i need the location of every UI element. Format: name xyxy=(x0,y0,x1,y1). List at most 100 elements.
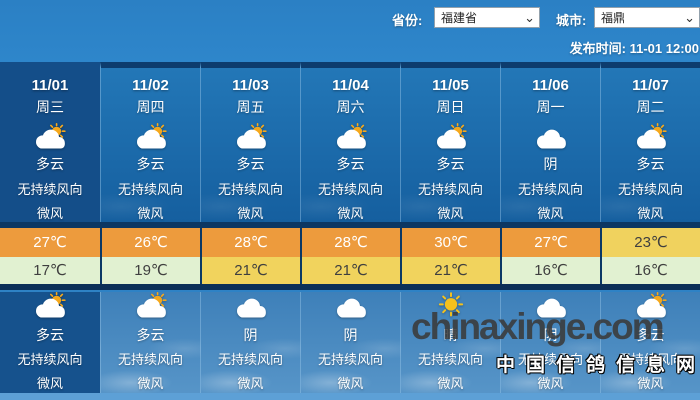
night-condition: 多云 xyxy=(636,327,665,343)
low-temperature: 17℃ xyxy=(0,257,100,284)
night-condition: 阴 xyxy=(543,327,558,343)
date-label: 11/03 xyxy=(232,77,269,94)
day-weather-icon xyxy=(229,123,273,151)
day-wind-power: 微风 xyxy=(437,206,464,221)
night-condition: 多云 xyxy=(136,327,165,343)
day-wind-direction: 无持续风向 xyxy=(517,182,583,197)
province-select[interactable]: 福建省 ⌄ xyxy=(434,7,540,28)
date-label: 11/01 xyxy=(31,77,69,94)
high-temperature: 23℃ xyxy=(600,228,700,257)
divider xyxy=(400,222,500,228)
high-temperature: 27℃ xyxy=(500,228,600,257)
forecast-column-11/04: 11/04 周六 xyxy=(300,62,400,395)
forecast-column-11/02: 11/02 周四 xyxy=(100,62,200,395)
night-section: 多云 无持续风向 微风 xyxy=(600,292,700,395)
low-temperature: 19℃ xyxy=(100,257,200,284)
night-wind-direction: 无持续风向 xyxy=(17,352,83,367)
night-condition: 多云 xyxy=(36,327,64,343)
day-wind-direction: 无持续风向 xyxy=(17,182,83,197)
header-bar: 省份: 福建省 ⌄ 城市: 福鼎 ⌄ 发布时间: 11-01 12:00 xyxy=(0,0,700,62)
weekday-label: 周二 xyxy=(636,99,665,115)
divider xyxy=(300,222,400,228)
night-weather-icon xyxy=(28,292,72,320)
night-wind-power: 微风 xyxy=(437,376,464,391)
day-condition: 多云 xyxy=(36,156,64,172)
low-temperature: 21℃ xyxy=(300,257,400,284)
divider xyxy=(500,284,600,290)
day-wind-direction: 无持续风向 xyxy=(317,182,383,197)
day-section: 11/03 周五 xyxy=(200,62,300,222)
high-temperature: 28℃ xyxy=(300,228,400,257)
day-section: 11/04 周六 xyxy=(300,62,400,222)
weekday-label: 周六 xyxy=(336,99,365,115)
day-weather-icon xyxy=(429,123,473,151)
bottom-strip xyxy=(0,393,700,400)
weekday-label: 周五 xyxy=(236,99,265,115)
day-condition: 多云 xyxy=(236,156,265,172)
divider xyxy=(400,284,500,290)
day-weather-icon xyxy=(529,123,573,151)
night-section: 阴 无持续风向 微风 xyxy=(500,292,600,395)
low-temperature: 16℃ xyxy=(500,257,600,284)
day-weather-icon xyxy=(28,123,72,151)
day-condition: 多云 xyxy=(636,156,665,172)
divider xyxy=(600,284,700,290)
high-temperature: 26℃ xyxy=(100,228,200,257)
night-wind-power: 微风 xyxy=(137,376,164,391)
city-select[interactable]: 福鼎 ⌄ xyxy=(594,7,700,28)
date-label: 11/02 xyxy=(132,77,169,94)
night-wind-power: 微风 xyxy=(537,376,564,391)
forecast-table: 11/01 周三 xyxy=(0,62,700,400)
night-section: 阴 无持续风向 微风 xyxy=(200,292,300,395)
forecast-column-11/06: 11/06 周一 xyxy=(500,62,600,395)
night-wind-power: 微风 xyxy=(237,376,264,391)
divider xyxy=(300,284,400,290)
divider xyxy=(200,222,300,228)
day-section: 11/05 周日 xyxy=(400,62,500,222)
city-select-value: 福鼎 xyxy=(601,11,626,25)
day-wind-direction: 无持续风向 xyxy=(617,182,683,197)
night-condition: 阴 xyxy=(243,327,258,343)
divider xyxy=(0,284,100,290)
night-weather-icon xyxy=(529,292,573,320)
night-wind-direction: 无持续风向 xyxy=(617,352,683,367)
day-condition: 阴 xyxy=(543,156,558,172)
low-temperature: 16℃ xyxy=(600,257,700,284)
high-temperature: 28℃ xyxy=(200,228,300,257)
night-wind-direction: 无持续风向 xyxy=(417,352,483,367)
day-wind-power: 微风 xyxy=(137,206,164,221)
day-wind-direction: 无持续风向 xyxy=(217,182,283,197)
city-label: 城市: xyxy=(556,13,587,28)
date-label: 11/04 xyxy=(332,77,369,94)
night-wind-power: 微风 xyxy=(36,376,63,391)
high-temperature: 30℃ xyxy=(400,228,500,257)
divider xyxy=(0,222,100,228)
weekday-label: 周一 xyxy=(536,99,565,115)
low-temperature: 21℃ xyxy=(400,257,500,284)
weekday-label: 周三 xyxy=(36,99,64,115)
day-condition: 多云 xyxy=(436,156,465,172)
publish-time: 发布时间: 11-01 12:00 xyxy=(569,41,699,56)
chevron-down-icon: ⌄ xyxy=(684,9,695,25)
day-condition: 多云 xyxy=(336,156,365,172)
chevron-down-icon: ⌄ xyxy=(524,9,535,25)
night-wind-power: 微风 xyxy=(637,376,664,391)
province-select-value: 福建省 xyxy=(441,11,478,25)
divider xyxy=(100,222,200,228)
day-weather-icon xyxy=(629,123,673,151)
night-condition: 阴 xyxy=(343,327,358,343)
high-temperature: 27℃ xyxy=(0,228,100,257)
day-wind-power: 微风 xyxy=(36,206,63,221)
divider xyxy=(600,222,700,228)
night-wind-direction: 无持续风向 xyxy=(217,352,283,367)
province-label: 省份: xyxy=(392,13,423,28)
night-wind-direction: 无持续风向 xyxy=(317,352,383,367)
night-wind-power: 微风 xyxy=(337,376,364,391)
day-wind-power: 微风 xyxy=(237,206,264,221)
day-section: 11/06 周一 xyxy=(500,62,600,222)
night-weather-icon xyxy=(129,292,173,320)
divider xyxy=(500,222,600,228)
divider xyxy=(200,284,300,290)
forecast-column-11/01: 11/01 周三 xyxy=(0,62,100,395)
day-wind-direction: 无持续风向 xyxy=(117,182,183,197)
